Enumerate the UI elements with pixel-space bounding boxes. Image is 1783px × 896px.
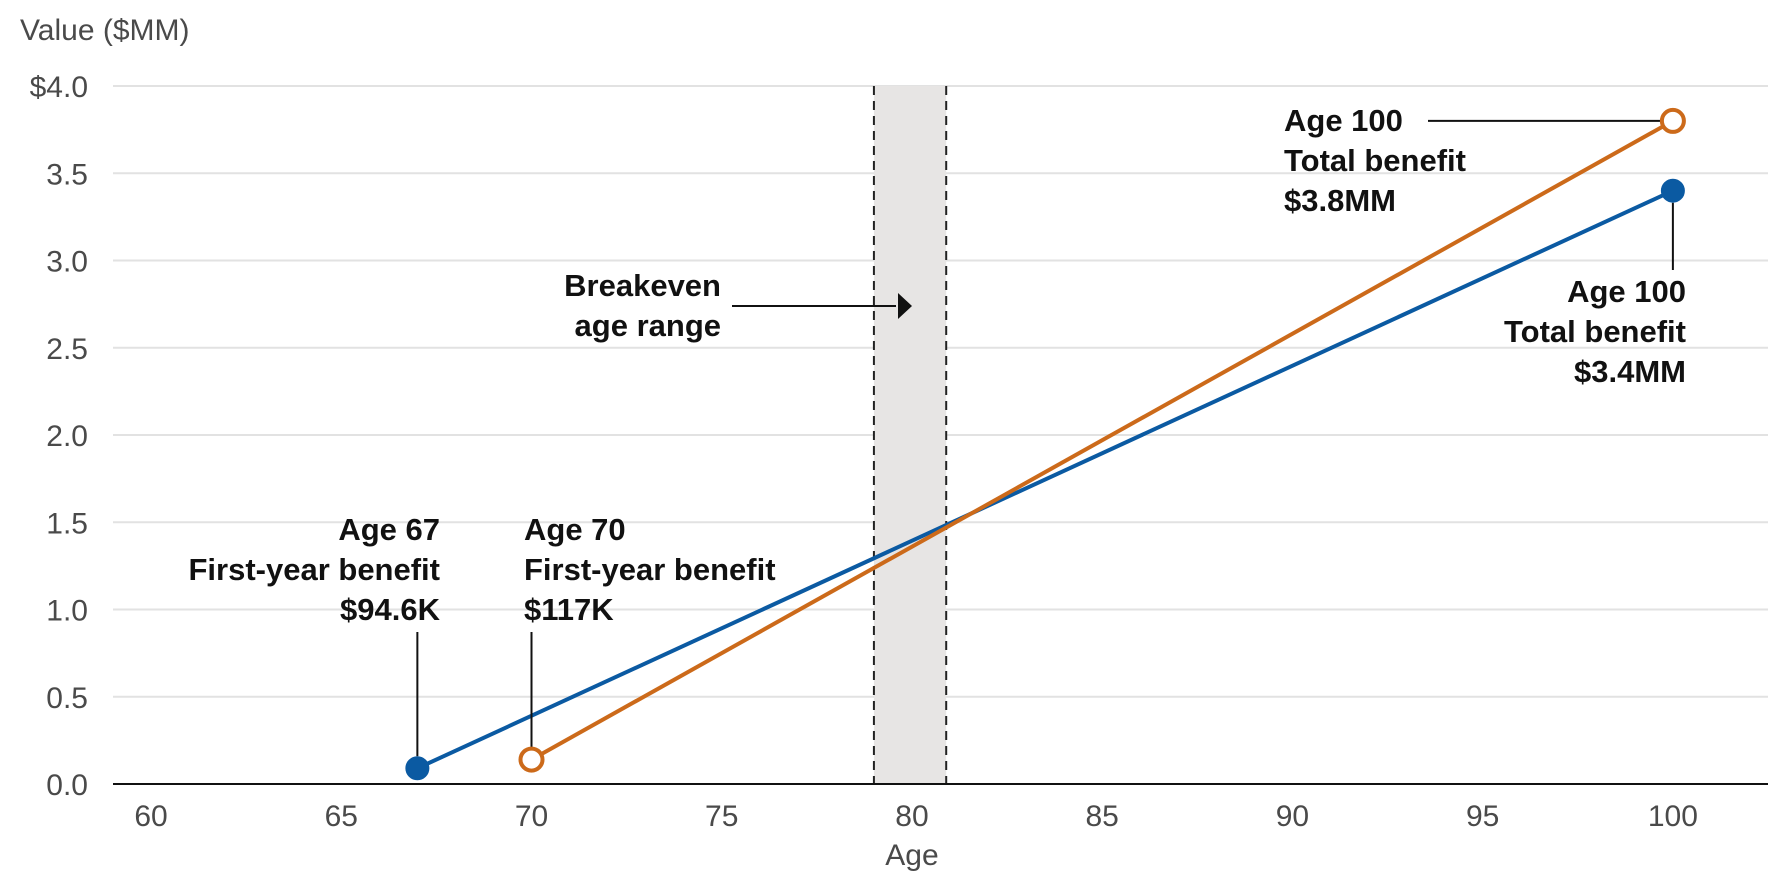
y-tick-label: 2.5 <box>46 333 88 366</box>
y-tick-label: 0.0 <box>46 769 88 802</box>
x-axis-title: Age <box>885 839 938 872</box>
annotation-text-blue_end: $3.4MM <box>1574 354 1686 389</box>
annotation-text-orange_end: Total benefit <box>1284 143 1466 178</box>
annotation-text-orange_start: First-year benefit <box>524 552 776 587</box>
annotation-text-orange_end: $3.8MM <box>1284 183 1396 218</box>
annotation-text-blue_start: $94.6K <box>340 592 441 627</box>
annotation-text-breakeven: Breakeven <box>564 268 721 303</box>
breakeven-band <box>873 86 947 784</box>
y-tick-label: 1.0 <box>46 595 88 628</box>
annotation-text-orange_start: Age 70 <box>524 512 626 547</box>
data-point <box>1660 178 1685 203</box>
y-tick-label: 2.0 <box>46 420 88 453</box>
x-tick-label: 65 <box>325 800 358 833</box>
annotation-text-blue_start: Age 67 <box>338 512 440 547</box>
y-tick-label: 0.5 <box>46 682 88 715</box>
y-tick-label: 3.0 <box>46 246 88 279</box>
annotation-text-blue_end: Age 100 <box>1567 274 1686 309</box>
data-point <box>1659 107 1686 134</box>
x-tick-label: 80 <box>895 800 928 833</box>
series-line-0 <box>416 188 1674 771</box>
x-tick-label: 100 <box>1648 800 1698 833</box>
data-point <box>518 746 545 773</box>
x-tick-label: 60 <box>134 800 167 833</box>
series-line-1 <box>530 119 1674 762</box>
annotation-text-orange_start: $117K <box>524 592 614 627</box>
data-point <box>405 756 430 781</box>
y-tick-label: 3.5 <box>46 158 88 191</box>
annotation-text-breakeven: age range <box>575 308 721 343</box>
y-tick-label: 1.5 <box>46 507 88 540</box>
x-tick-label: 70 <box>515 800 548 833</box>
annotation-text-blue_start: First-year benefit <box>188 552 440 587</box>
x-tick-label: 85 <box>1086 800 1119 833</box>
x-tick-label: 75 <box>705 800 738 833</box>
x-tick-label: 95 <box>1466 800 1499 833</box>
x-tick-label: 90 <box>1276 800 1309 833</box>
annotation-text-blue_end: Total benefit <box>1504 314 1686 349</box>
annotation-text-orange_end: Age 100 <box>1284 103 1403 138</box>
y-axis-title: Value ($MM) <box>20 14 189 47</box>
breakeven-arrowhead <box>898 293 912 319</box>
y-tick-label: $4.0 <box>30 71 88 104</box>
